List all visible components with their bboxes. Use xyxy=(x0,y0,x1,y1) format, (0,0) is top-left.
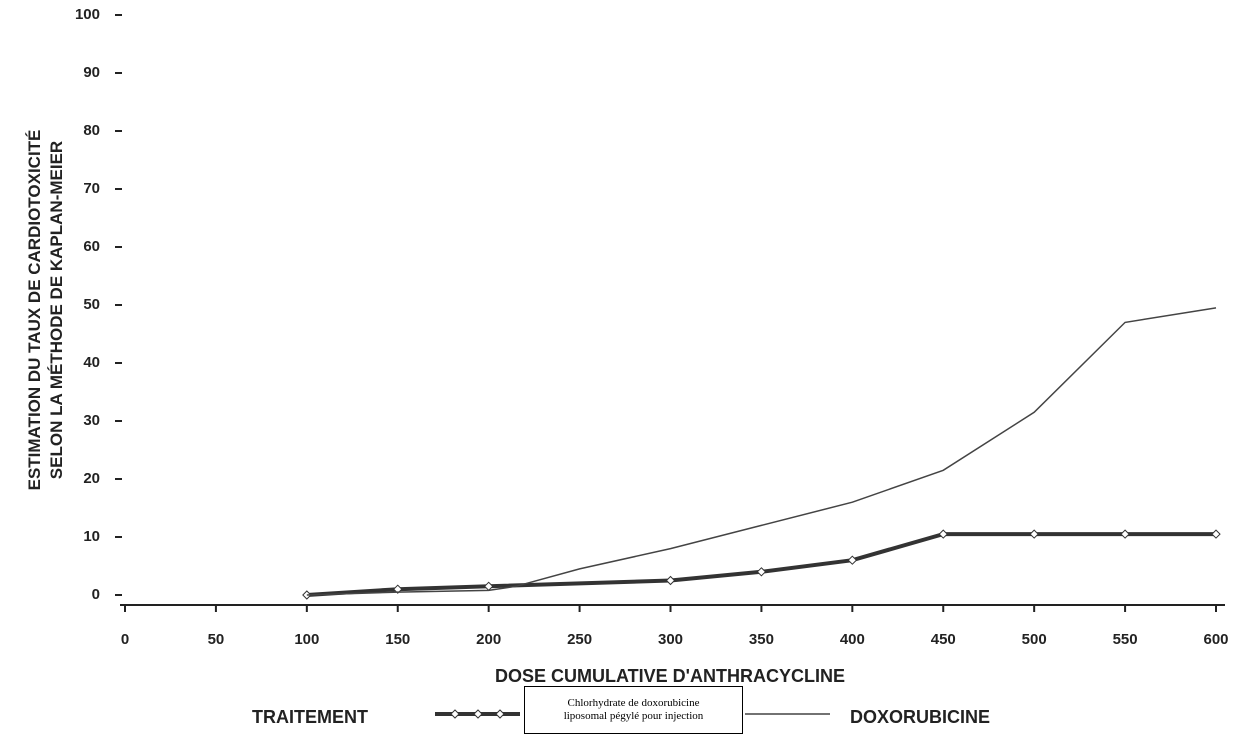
legend-marker xyxy=(473,709,483,719)
y-axis-label: ESTIMATION DU TAUX DE CARDIOTOXICITÉ xyxy=(25,130,44,491)
y-axis-label: SELON LA MÉTHODE DE KAPLAN-MEIER xyxy=(47,141,66,479)
marker xyxy=(1120,529,1130,539)
series-line xyxy=(306,307,1217,596)
x-tick-label: 400 xyxy=(840,631,865,648)
marker xyxy=(756,567,767,577)
x-tick-label: 300 xyxy=(658,631,683,648)
y-tick-label: 70 xyxy=(83,180,100,197)
x-tick-label: 550 xyxy=(1113,631,1138,648)
legend-marker xyxy=(495,709,505,719)
y-tick-label: 10 xyxy=(83,528,100,545)
x-tick-label: 250 xyxy=(567,631,592,648)
y-tick-label: 40 xyxy=(83,354,100,371)
marker xyxy=(847,555,858,565)
x-axis-label: DOSE CUMULATIVE D'ANTHRACYCLINE xyxy=(495,666,845,686)
y-tick-label: 20 xyxy=(83,470,100,487)
marker xyxy=(665,575,676,586)
legend-title: TRAITEMENT xyxy=(252,707,368,727)
y-tick-label: 0 xyxy=(92,586,100,603)
y-tick-label: 60 xyxy=(83,238,100,255)
x-tick-label: 200 xyxy=(476,631,501,648)
y-tick-label: 30 xyxy=(83,412,100,429)
marker xyxy=(938,529,948,539)
x-tick-label: 100 xyxy=(294,631,319,648)
y-tick-label: 100 xyxy=(75,6,100,23)
series-line xyxy=(306,532,1216,597)
legend-label: Chlorhydrate de doxorubicine liposomal p… xyxy=(524,686,743,734)
marker xyxy=(1029,529,1039,539)
marker xyxy=(1211,529,1221,539)
x-tick-label: 500 xyxy=(1022,631,1047,648)
x-tick-label: 50 xyxy=(208,631,225,648)
x-tick-label: 450 xyxy=(931,631,956,648)
x-tick-label: 350 xyxy=(749,631,774,648)
marker xyxy=(483,581,494,592)
y-tick-label: 50 xyxy=(83,296,100,313)
legend-label: DOXORUBICINE xyxy=(850,707,990,727)
x-tick-label: 600 xyxy=(1203,631,1228,648)
y-tick-label: 80 xyxy=(83,122,100,139)
legend-marker xyxy=(450,709,460,719)
y-tick-label: 90 xyxy=(83,64,100,81)
x-tick-label: 150 xyxy=(385,631,410,648)
x-tick-label: 0 xyxy=(121,631,129,648)
